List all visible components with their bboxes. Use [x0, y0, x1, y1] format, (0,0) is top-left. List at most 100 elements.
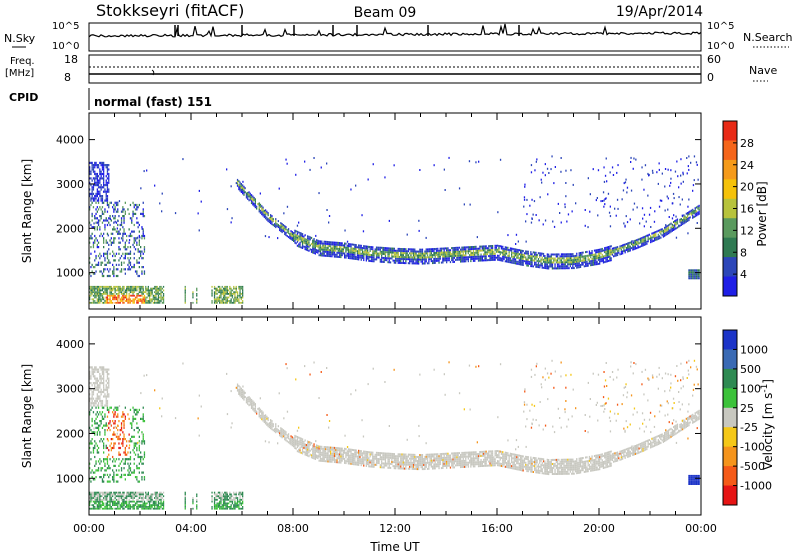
velocity-cell — [314, 458, 316, 460]
power-cell — [92, 164, 95, 167]
power-cell — [327, 255, 329, 257]
power-cell — [148, 291, 151, 294]
power-cell — [226, 300, 228, 302]
power-cell — [330, 245, 332, 248]
power-cell — [592, 263, 594, 266]
power-cell — [106, 223, 109, 227]
velocity-cell — [317, 451, 319, 454]
velocity-cell — [424, 459, 426, 462]
power-cell — [539, 266, 541, 269]
power-cell — [313, 240, 315, 242]
power-cell — [688, 271, 690, 274]
power-cell — [590, 262, 592, 265]
power-cell — [104, 285, 106, 288]
power-cell — [548, 255, 550, 258]
power-cell — [133, 285, 135, 288]
power-cell — [133, 223, 135, 227]
power-cell — [132, 300, 134, 302]
power-cell — [400, 256, 402, 258]
power-cell — [99, 215, 101, 218]
power-cell — [261, 209, 263, 212]
power-cell — [352, 247, 355, 250]
velocity-cell — [336, 449, 338, 452]
power-cell — [583, 259, 585, 262]
power-cell — [681, 219, 684, 222]
power-cell — [593, 259, 596, 262]
radar-title: Stokkseyri (fitACF) — [96, 1, 244, 20]
velocity-cell — [415, 459, 417, 462]
power-cell — [634, 239, 636, 242]
power-cell — [367, 247, 369, 250]
power-cell — [562, 265, 564, 268]
power-cell — [485, 255, 487, 258]
power-cell — [601, 255, 603, 258]
power-cell — [557, 202, 559, 205]
power-cell — [127, 268, 129, 271]
power-cell — [128, 261, 130, 264]
velocity-cell — [461, 453, 463, 456]
power-cell — [381, 246, 383, 249]
power-cell — [463, 260, 466, 263]
velocity-cell — [256, 412, 258, 415]
power-cell — [670, 169, 672, 172]
power-cell — [551, 261, 554, 264]
power-cell — [124, 296, 126, 299]
power-cell — [507, 234, 509, 237]
power-cell — [608, 211, 611, 214]
power-cell — [97, 164, 100, 167]
power-cell — [114, 254, 116, 258]
power-cell — [573, 259, 575, 262]
power-cell — [225, 289, 227, 292]
power-cell — [101, 301, 104, 304]
power-cell — [368, 245, 370, 248]
power-cell — [667, 230, 670, 233]
power-cell — [89, 241, 91, 244]
power-cell — [108, 261, 110, 264]
power-cell — [599, 258, 601, 261]
velocity-cell — [372, 465, 374, 468]
power-cell — [114, 220, 116, 223]
power-cell — [258, 204, 260, 207]
velocity-cell — [475, 461, 477, 464]
power-cell — [108, 294, 110, 297]
power-cell — [95, 175, 97, 178]
power-cell — [320, 166, 322, 169]
power-cell — [370, 260, 373, 263]
velocity-cell — [341, 455, 343, 458]
power-cell — [361, 251, 364, 253]
power-cell — [100, 215, 102, 218]
power-cell — [623, 243, 625, 246]
power-cell — [452, 249, 454, 251]
velocity-cell — [418, 460, 420, 462]
velocity-cell — [378, 462, 380, 465]
velocity-cell — [264, 414, 267, 417]
power-cell — [117, 294, 119, 297]
power-cell — [480, 257, 482, 260]
velocity-cell — [499, 450, 501, 453]
power-cell — [115, 268, 118, 271]
power-cell — [595, 249, 597, 252]
power-cell — [623, 245, 625, 248]
power-cell — [360, 248, 362, 251]
velocity-cell — [463, 451, 466, 454]
power-cell — [337, 251, 339, 254]
power-cell — [600, 250, 602, 253]
power-cell — [106, 268, 109, 271]
power-cell — [625, 243, 628, 245]
power-cell — [145, 298, 147, 301]
power-cell — [688, 213, 690, 216]
power-cell — [117, 298, 119, 301]
power-cell — [273, 225, 276, 228]
power-cell — [248, 193, 250, 196]
power-cell — [123, 293, 125, 295]
velocity-cell — [351, 456, 353, 459]
power-cell — [463, 250, 466, 253]
power-cell — [572, 259, 574, 262]
power-cell — [224, 287, 226, 290]
power-cell — [324, 250, 327, 253]
power-cell — [575, 202, 577, 205]
power-cell — [103, 168, 105, 171]
power-cell — [610, 253, 612, 256]
power-cell — [495, 248, 497, 251]
power-cell — [378, 256, 380, 259]
